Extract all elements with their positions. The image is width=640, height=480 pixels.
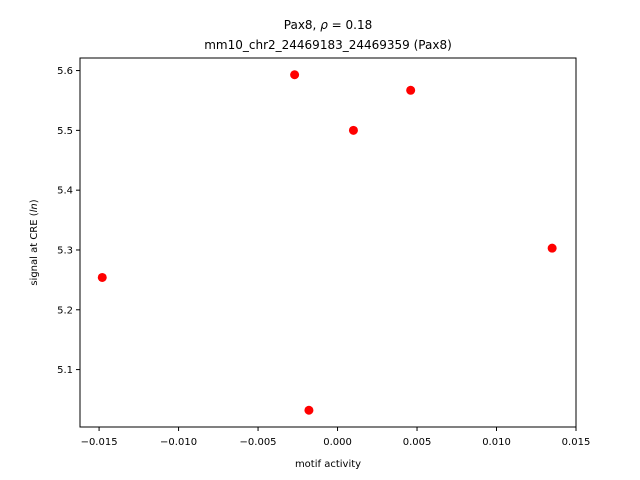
- data-point: [304, 405, 314, 415]
- y-axis: 5.1 5.2 5.3 5.4 5.5 5.6: [57, 66, 80, 376]
- data-point: [290, 70, 300, 80]
- data-point: [348, 125, 358, 135]
- x-tick-label: 0.010: [482, 437, 511, 448]
- x-tick-label: 0.000: [323, 437, 352, 448]
- chart-title-line1: Pax8, ρ = 0.18: [284, 18, 372, 32]
- y-tick-label: 5.6: [57, 66, 73, 77]
- axes-frame: [79, 57, 577, 428]
- x-axis: −0.015 −0.010 −0.005 0.000 0.005 0.010 0.015: [81, 427, 591, 448]
- data-point: [97, 272, 107, 282]
- chart-title-line2: mm10_chr2_24469183_24469359 (Pax8): [204, 38, 452, 52]
- x-tick-label: 0.005: [403, 437, 432, 448]
- x-tick-label: −0.010: [160, 437, 197, 448]
- data-point: [547, 243, 557, 253]
- y-tick-label: 5.2: [57, 305, 73, 316]
- y-tick-label: 5.5: [57, 126, 73, 137]
- x-axis-label: motif activity: [295, 459, 361, 470]
- y-tick-label: 5.4: [57, 186, 73, 197]
- x-tick-label: −0.005: [240, 437, 277, 448]
- y-axis-label: signal at CRE (ln): [29, 199, 40, 285]
- y-tick-label: 5.3: [57, 245, 73, 256]
- x-tick-label: −0.015: [81, 437, 118, 448]
- data-point: [406, 85, 416, 95]
- x-tick-label: 0.015: [562, 437, 591, 448]
- y-tick-label: 5.1: [57, 365, 73, 376]
- plot-area: [97, 70, 557, 415]
